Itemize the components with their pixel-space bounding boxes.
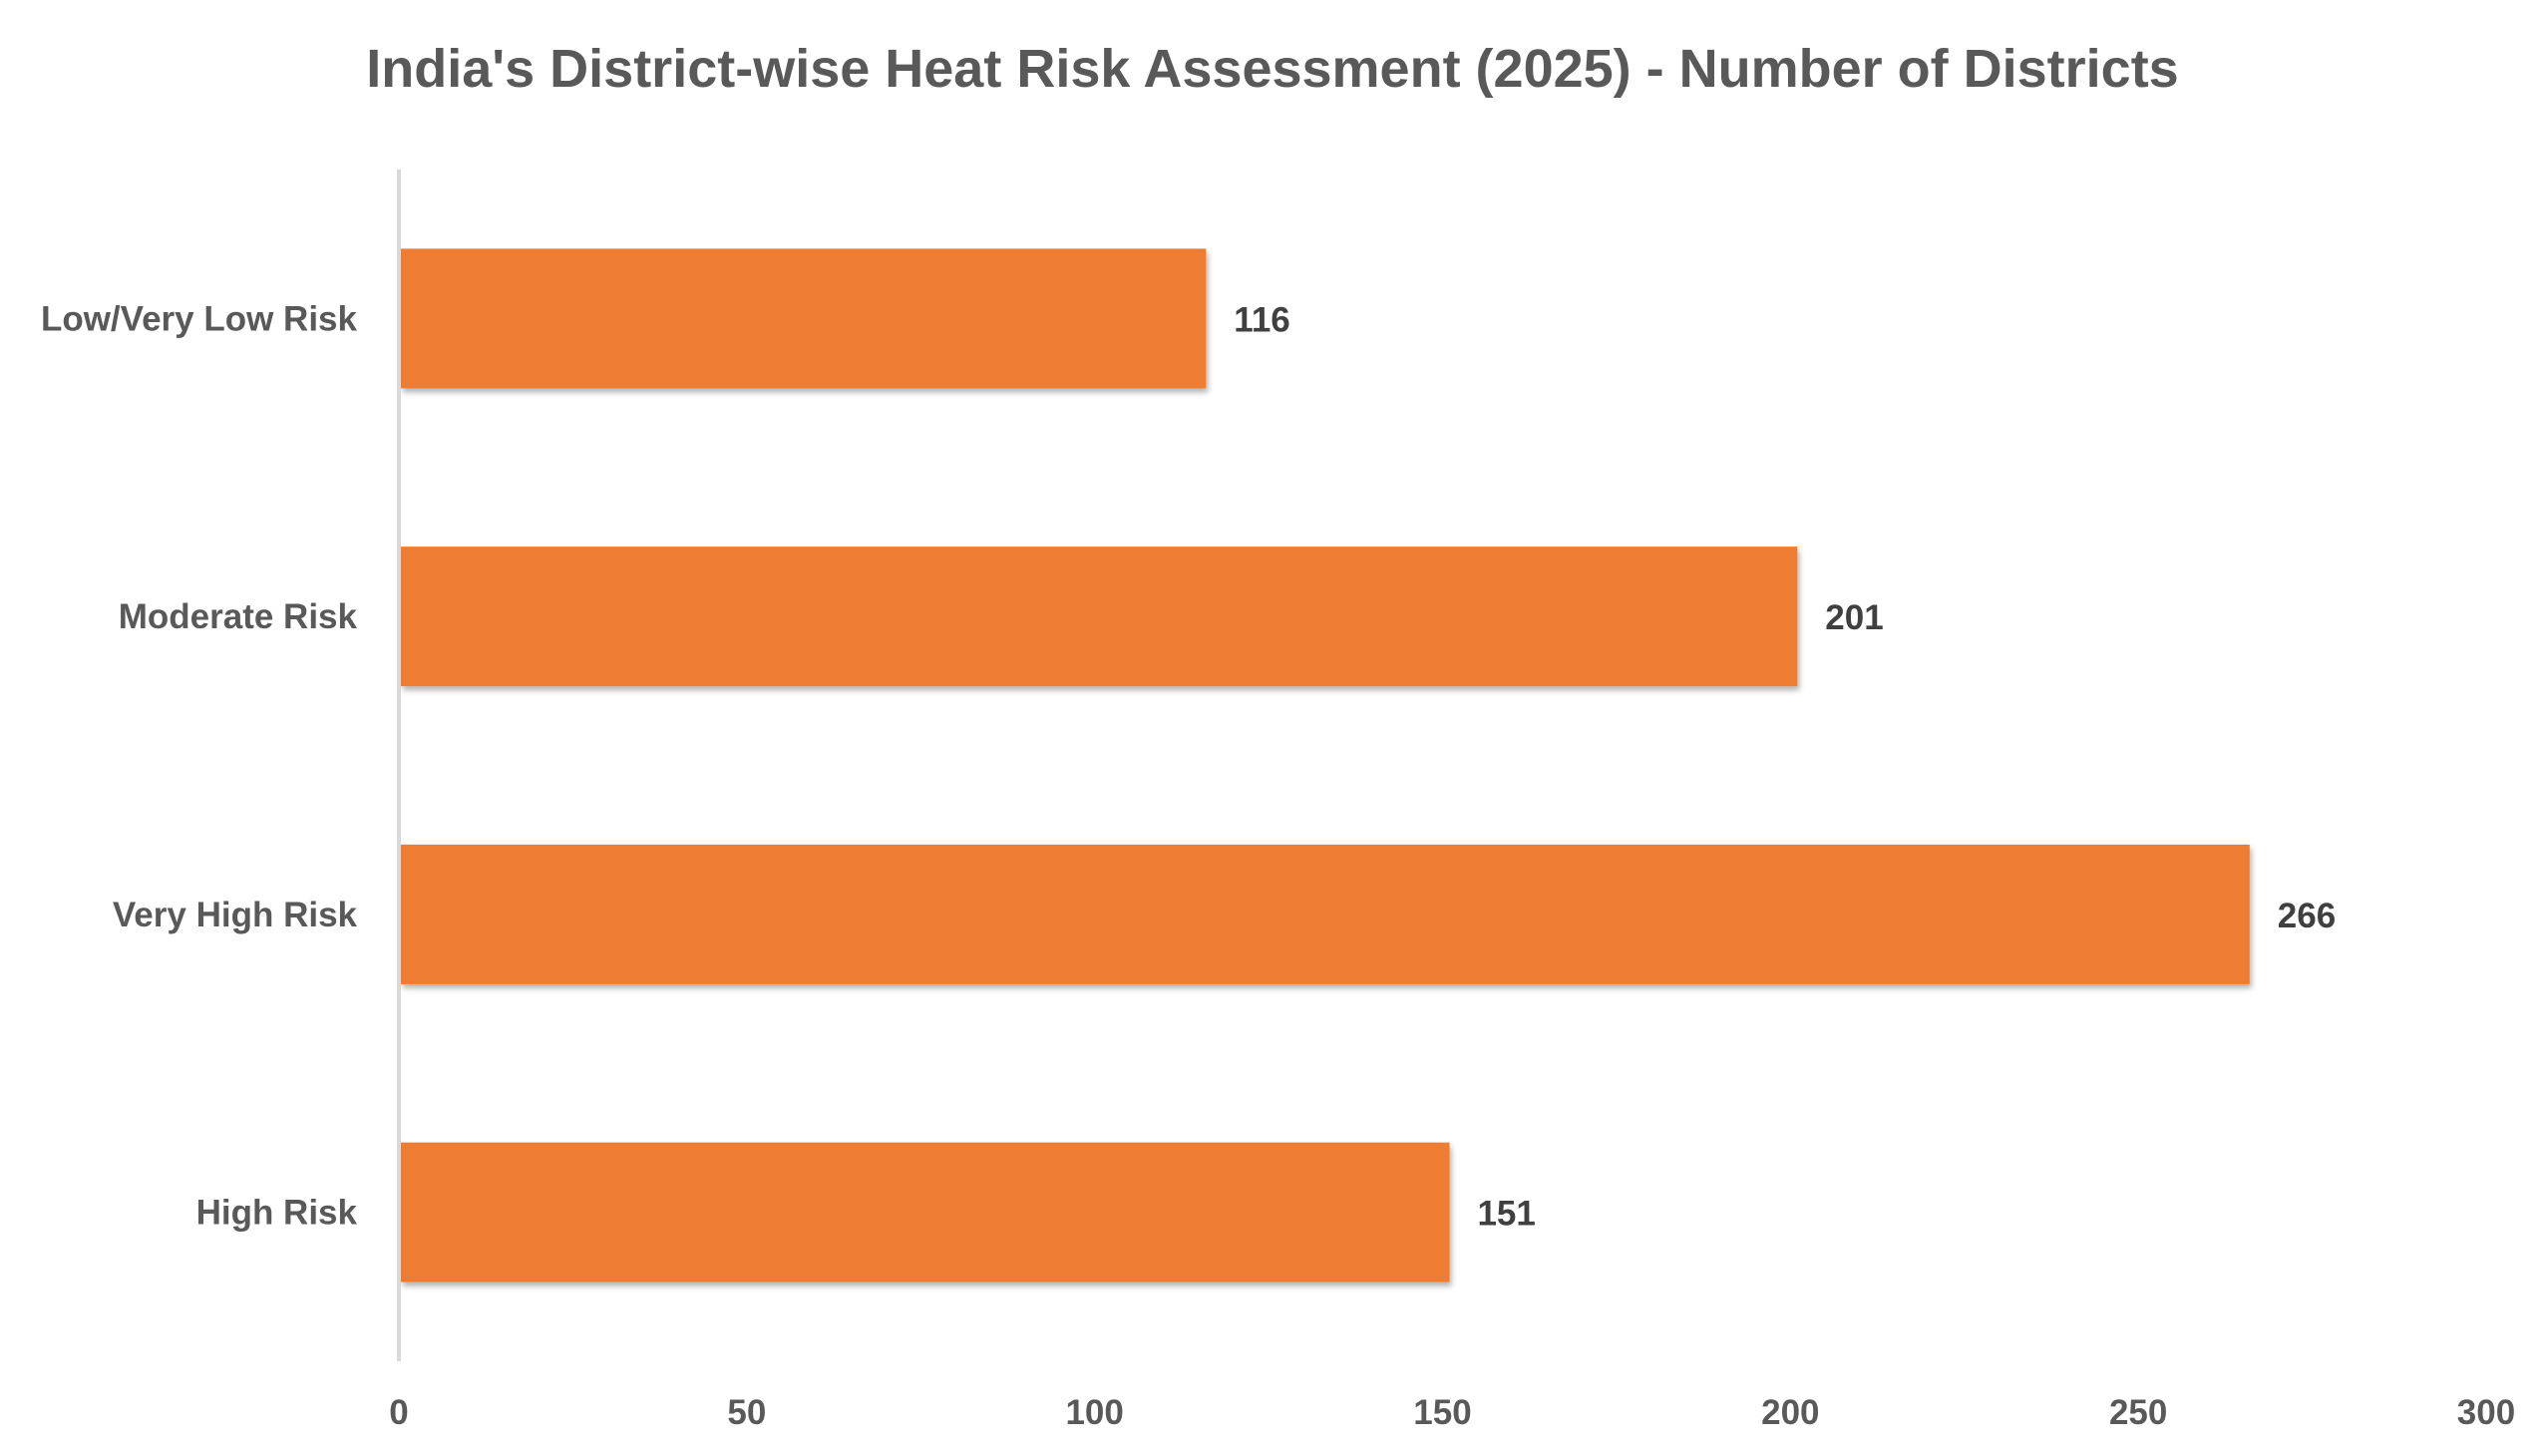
data-label: 201: [1825, 598, 1883, 637]
data-label: 151: [1477, 1195, 1535, 1234]
x-tick-label: 0: [389, 1393, 408, 1432]
bar: [401, 546, 1798, 687]
chart-title: India's District-wise Heat Risk Assessme…: [366, 39, 2179, 99]
category-label: Low/Very Low Risk: [41, 299, 358, 338]
category-labels: Low/Very Low Risk Moderate Risk Very High …: [41, 299, 358, 1232]
bar: [401, 248, 1207, 389]
data-label: 116: [1234, 300, 1289, 339]
data-label: 266: [2278, 897, 2336, 935]
bars-layer: [401, 248, 2250, 1282]
x-tick-label: 150: [1413, 1393, 1471, 1432]
x-tick-label: 300: [2457, 1393, 2515, 1432]
category-label: Very High Risk: [113, 896, 358, 934]
bar: [401, 1142, 1450, 1282]
x-tick-label: 50: [727, 1393, 766, 1432]
x-axis-tick-labels: 0 50 100 150 200 250 300: [389, 1393, 2515, 1432]
x-tick-label: 200: [1761, 1393, 1819, 1432]
data-labels: 116 201 266 151: [1234, 300, 2336, 1233]
category-label: High Risk: [196, 1194, 358, 1233]
x-tick-label: 100: [1065, 1393, 1123, 1432]
bar: [401, 844, 2250, 984]
x-tick-label: 250: [2109, 1393, 2167, 1432]
category-label: Moderate Risk: [119, 597, 358, 636]
